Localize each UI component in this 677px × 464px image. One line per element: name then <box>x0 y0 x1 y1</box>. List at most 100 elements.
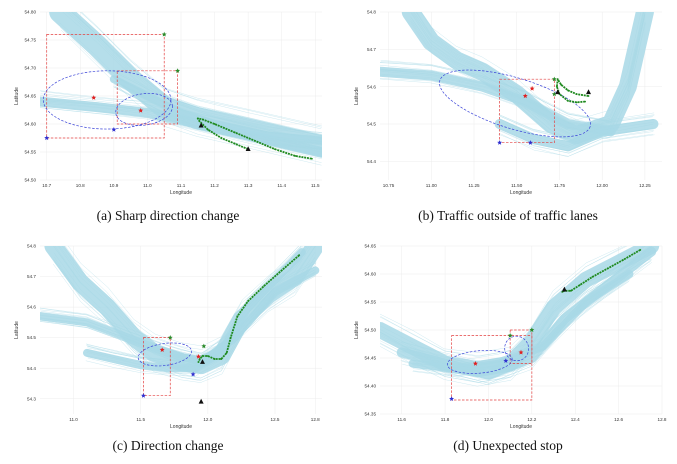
traffic-track <box>54 256 315 379</box>
traffic-track <box>412 272 630 369</box>
black-triangle-marker <box>586 89 592 95</box>
anomaly-track-point <box>198 120 201 123</box>
x-tick-label: 12.2 <box>527 417 536 422</box>
traffic-track <box>87 257 303 374</box>
traffic-track <box>412 281 629 377</box>
traffic-track <box>71 12 322 137</box>
traffic-track <box>85 258 303 377</box>
y-tick-label: 54.4 <box>367 159 376 164</box>
traffic-track <box>412 278 630 374</box>
traffic-track <box>114 75 322 140</box>
traffic-track <box>40 107 322 160</box>
blue-star-marker <box>140 393 146 398</box>
panel-c: 11.0 11.5 12.0 12.5 12.8 54.3 54.4 54.5 54.6 54.7… <box>8 236 328 436</box>
x-tick-label: 11.4 <box>277 183 286 188</box>
x-tick-label: 11.0 <box>69 417 78 422</box>
traffic-track <box>380 246 626 357</box>
traffic-track <box>380 64 611 127</box>
x-tick-label: 12.00 <box>596 183 608 188</box>
traffic-track <box>85 250 303 367</box>
x-tick-label: 11.25 <box>468 183 480 188</box>
red-star-marker <box>159 347 165 352</box>
traffic-track <box>499 130 654 154</box>
green-star-marker <box>551 76 557 82</box>
y-tick-label: 54.5 <box>367 122 376 127</box>
traffic-track <box>401 246 646 365</box>
y-tick-label: 54.40 <box>365 384 377 389</box>
x-tick-label: 11.75 <box>554 183 566 188</box>
red-star-marker <box>522 93 528 99</box>
y-tick-label: 54.8 <box>367 10 376 15</box>
traffic-track <box>54 260 315 381</box>
caption-c: (c) Direction change <box>112 438 224 453</box>
caption-b: (b) Traffic outside of traffic lanes <box>418 208 598 223</box>
traffic-track <box>416 12 644 127</box>
anomaly-track-point <box>206 128 209 131</box>
anomaly-track-point <box>578 284 581 287</box>
green-star-marker <box>175 68 181 73</box>
traffic-track <box>410 21 646 146</box>
black-triangle-marker <box>199 359 205 364</box>
bounding-rectangle <box>46 34 165 139</box>
anomaly-track-point <box>639 249 642 251</box>
x-tick-label: 10.7 <box>42 183 51 188</box>
anomaly-track-point <box>201 118 204 121</box>
traffic-track <box>498 114 655 138</box>
anomaly-track-point <box>263 284 266 287</box>
x-tick-label: 11.1 <box>177 183 186 188</box>
traffic-track <box>380 246 623 353</box>
traffic-track <box>412 277 630 372</box>
x-axis-label: Longitude <box>170 190 192 196</box>
red-star-marker <box>472 361 478 366</box>
traffic-track <box>498 124 653 148</box>
red-star-marker <box>91 95 97 100</box>
anomaly-track-point <box>213 358 216 360</box>
traffic-track <box>113 86 322 149</box>
traffic-track <box>40 269 315 362</box>
y-tick-label: 54.45 <box>365 356 377 361</box>
traffic-track <box>380 69 612 129</box>
plot-area <box>380 246 660 401</box>
traffic-track <box>410 19 645 143</box>
x-tick-label: 12.0 <box>484 417 493 422</box>
traffic-track <box>79 12 322 130</box>
anomaly-track-point <box>197 361 200 363</box>
traffic-track <box>499 127 654 152</box>
y-axis-label: Latitude <box>354 321 360 339</box>
x-tick-label: 11.00 <box>426 183 438 188</box>
anomaly-track-point <box>196 117 199 120</box>
blue-star-marker <box>497 140 503 145</box>
bounding-rectangle <box>499 78 555 144</box>
anomaly-track-point <box>591 275 594 278</box>
bounding-rectangle <box>509 329 533 364</box>
traffic-track <box>499 114 655 139</box>
anomaly-track-point <box>560 83 563 86</box>
green-star-marker <box>507 333 513 338</box>
anomaly-track-point <box>575 101 578 104</box>
y-tick-label: 54.55 <box>25 150 37 155</box>
traffic-track <box>412 265 630 362</box>
traffic-track <box>499 118 655 142</box>
x-tick-label: 12.8 <box>658 417 667 422</box>
x-axis-label: Longitude <box>170 424 192 430</box>
black-triangle-marker <box>561 286 567 292</box>
y-tick-label: 54.65 <box>25 94 37 99</box>
traffic-track <box>380 73 612 135</box>
anomaly-track <box>561 249 641 293</box>
red-star-marker <box>138 107 144 113</box>
green-star-marker <box>201 343 207 349</box>
y-tick-label: 54.35 <box>365 412 377 417</box>
traffic-track <box>40 274 316 368</box>
traffic-track <box>81 12 322 128</box>
traffic-track <box>411 276 630 372</box>
plot-area <box>40 246 322 397</box>
black-triangle-marker <box>198 398 204 404</box>
y-tick-label: 54.5 <box>27 335 36 340</box>
traffic-track <box>380 246 647 366</box>
bounding-rectangle <box>451 335 533 401</box>
traffic-track <box>40 261 317 355</box>
anomaly-track-point <box>201 355 204 357</box>
x-tick-label: 11.3 <box>244 183 253 188</box>
traffic-track <box>113 75 322 137</box>
x-tick-label: 11.6 <box>397 417 406 422</box>
